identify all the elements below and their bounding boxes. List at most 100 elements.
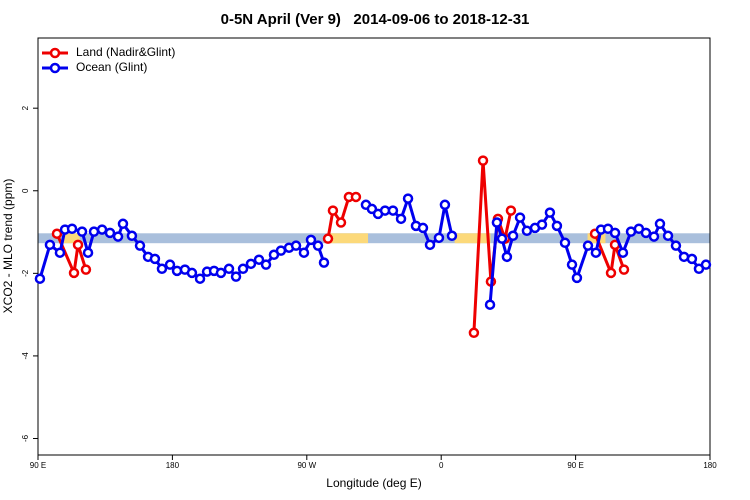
point — [484, 299, 496, 310]
point — [551, 220, 563, 232]
point — [112, 231, 124, 242]
point — [648, 231, 660, 242]
point — [402, 193, 414, 204]
point — [335, 217, 347, 228]
point — [80, 264, 92, 275]
point — [82, 247, 94, 258]
point — [417, 222, 429, 234]
point — [171, 265, 183, 277]
x-tick-label: 90 E — [567, 461, 583, 470]
y-tick-label: -6 — [21, 434, 30, 442]
point — [164, 259, 176, 270]
point — [134, 240, 146, 251]
point — [104, 227, 116, 239]
point — [571, 272, 583, 284]
point — [350, 191, 362, 203]
point — [670, 240, 682, 251]
y-tick-label: -4 — [21, 352, 30, 360]
chart-title: 0-5N April (Ver 9) 2014-09-06 to 2018-12… — [221, 11, 530, 28]
point — [149, 253, 161, 265]
point — [230, 271, 242, 282]
point — [68, 267, 80, 279]
x-tick-label: 180 — [703, 461, 717, 470]
y-tick-label: -2 — [21, 269, 30, 277]
point — [446, 230, 458, 242]
point — [501, 251, 513, 263]
x-tick-label: 180 — [166, 461, 180, 470]
band — [38, 233, 710, 244]
point — [327, 205, 339, 216]
point — [117, 218, 129, 230]
point — [51, 228, 63, 239]
point — [126, 230, 138, 242]
point — [617, 247, 629, 258]
x-tick-label: 90 W — [297, 461, 316, 470]
point — [76, 226, 88, 237]
point — [505, 205, 517, 216]
point — [618, 264, 630, 275]
point — [322, 233, 334, 244]
point — [44, 239, 56, 251]
x-tick-label: 90 E — [30, 461, 46, 470]
plot-frame — [37, 37, 711, 456]
band-highlight — [454, 233, 491, 244]
point — [237, 263, 249, 275]
point — [54, 247, 66, 258]
legend-marker — [49, 62, 61, 74]
point — [439, 199, 451, 211]
point — [544, 207, 556, 218]
point — [290, 240, 302, 251]
y-tick-label: 0 — [21, 188, 30, 193]
point — [496, 233, 508, 244]
point — [260, 259, 272, 270]
point — [305, 234, 317, 246]
point — [424, 239, 436, 251]
point — [275, 245, 287, 256]
point — [640, 227, 652, 239]
point — [34, 273, 46, 284]
point — [66, 223, 78, 234]
point — [223, 263, 235, 275]
point — [662, 230, 674, 242]
x-axis-label: Longitude (deg E) — [326, 476, 421, 490]
band-highlight — [61, 233, 80, 244]
x-tick-label: 0 — [439, 461, 444, 470]
point — [605, 267, 617, 279]
point — [700, 259, 712, 270]
point — [245, 258, 257, 270]
point — [318, 257, 330, 268]
point — [88, 226, 100, 237]
point — [559, 237, 571, 249]
band-highlight — [329, 233, 369, 244]
point — [298, 247, 310, 258]
y-tick-label: 2 — [21, 105, 30, 110]
point — [312, 240, 324, 251]
point — [521, 225, 533, 237]
point — [566, 259, 578, 270]
legend-label: Land (Nadir&Glint) — [76, 45, 175, 59]
point — [156, 263, 168, 275]
point — [582, 240, 594, 251]
point — [253, 254, 265, 265]
point — [72, 239, 84, 251]
point — [468, 327, 480, 339]
point — [387, 205, 399, 216]
point — [654, 218, 666, 230]
point — [477, 155, 489, 166]
point — [395, 213, 407, 225]
point — [536, 219, 548, 230]
legend-marker — [49, 47, 61, 59]
point — [514, 212, 526, 223]
point — [507, 230, 519, 242]
point — [609, 227, 621, 239]
y-axis-label: XCO2 - MLO trend (ppm) — [1, 179, 15, 314]
point — [491, 217, 503, 228]
point — [433, 232, 445, 244]
point — [186, 267, 198, 279]
point — [215, 267, 227, 279]
point — [686, 253, 698, 265]
point — [194, 273, 206, 284]
legend-label: Ocean (Glint) — [76, 60, 147, 74]
point — [590, 247, 602, 258]
